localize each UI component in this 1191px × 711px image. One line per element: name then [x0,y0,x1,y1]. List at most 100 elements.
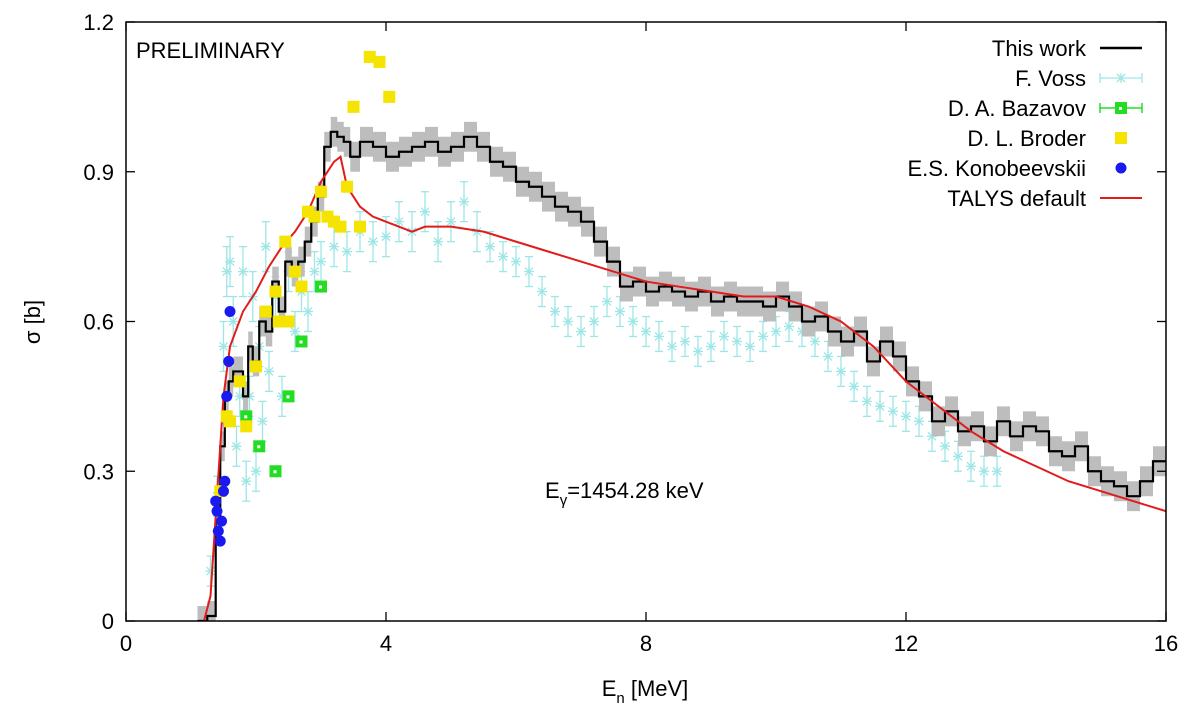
voss-marker-d2 [992,466,1002,476]
voss-marker-d2 [511,257,521,267]
voss-marker-d2 [953,451,963,461]
voss-marker-d2 [232,441,241,451]
voss-marker-d2 [241,476,251,486]
legend-entry: E.S. Konobeevskii [907,156,1127,181]
voss-point [251,450,261,492]
konobeevskii-marker [224,306,236,318]
x-tick-label: 0 [120,631,132,656]
legend: This work F. Voss D. A. Bazavov D. L. Brode… [907,36,1143,211]
voss-point [257,400,268,442]
voss-marker-d2 [875,401,885,411]
broder-marker [373,55,386,68]
voss-marker-d2 [524,267,534,277]
voss-point [537,275,547,308]
axes: 0 4 8 12 16 0 0.3 0.6 0.9 1.2 [83,10,1178,656]
voss-point [433,221,443,263]
voss-marker-d2 [732,337,742,346]
voss-point [901,400,911,432]
broder-marker [341,180,353,193]
voss-point [758,320,768,353]
legend-label: TALYS default [947,186,1086,211]
x-tick-label: 4 [380,631,392,656]
broder-marker [282,315,295,328]
voss-point [260,221,271,273]
voss-marker-d2 [537,287,547,297]
voss-marker-d2 [303,307,313,316]
voss-marker-d2 [745,341,755,351]
legend-swatch-square-center [1119,107,1122,110]
voss-point [888,395,898,427]
voss-point [368,221,378,263]
preliminary-label: PRELIMINARY [136,38,285,63]
legend-label: E.S. Konobeevskii [907,156,1086,181]
series-talys [203,155,1166,621]
voss-marker-d2 [810,337,820,346]
series-this-work [197,116,1166,621]
broder-marker [315,185,327,198]
bazavov-marker-center [273,470,277,474]
broder-marker [289,265,301,278]
legend-label: D. A. Bazavov [948,96,1086,121]
legend-entry: F. Voss [1015,66,1143,91]
voss-marker-d2 [706,341,716,351]
konobeevskii-marker [218,485,229,497]
broder-marker [240,420,253,433]
voss-point [316,240,326,283]
y-tick-label: 1.2 [83,10,114,35]
bazavov-marker-center [319,285,322,289]
voss-marker-d2 [316,257,326,267]
voss-point [420,191,430,233]
legend-swatch-voss [1099,73,1143,83]
voss-marker-d2 [446,217,456,227]
plot-area [197,50,1166,621]
x-axis-label: En [MeV] [602,676,689,707]
voss-point [485,230,495,263]
broder-marker [347,100,360,113]
talys-line [203,155,1166,621]
voss-point [381,216,391,258]
voss-marker-d2 [459,197,469,207]
voss-marker-d2 [225,257,235,267]
legend-entry: D. A. Bazavov [948,96,1143,121]
voss-marker-d2 [238,267,248,277]
broder-marker [334,220,347,233]
voss-marker-d2 [979,466,989,476]
voss-marker-d2 [641,327,651,336]
voss-point [231,425,242,467]
voss-marker-d2 [219,341,228,351]
y-tick-label: 0.3 [83,459,114,484]
legend-entry: D. L. Broder [967,126,1127,151]
voss-point [342,230,352,273]
voss-point [719,320,729,353]
broder-marker [383,90,396,103]
voss-marker-d2 [485,242,495,252]
voss-marker-d2 [966,461,976,471]
voss-point [563,305,573,338]
konobeevskii-marker [216,515,228,527]
broder-marker [259,305,272,318]
bazavov-marker-center [244,415,248,419]
legend-entry: TALYS default [947,186,1142,211]
legend-swatch-square [1115,132,1127,144]
voss-marker-d2 [823,351,833,361]
y-axis-label: σ [b] [20,300,45,344]
y-tick-label: 0 [102,609,114,634]
voss-point [680,325,690,358]
voss-point [836,355,846,388]
y-tick-label: 0.6 [83,310,114,335]
series-konobeevskii [210,306,236,547]
broder-marker [354,220,366,233]
voss-marker-d2 [394,217,404,227]
voss-point [667,330,677,363]
konobeevskii-marker [212,525,224,537]
energy-label-prefix: E [545,478,560,503]
voss-marker-d2 [771,327,781,336]
voss-marker-d2 [602,297,612,306]
annotations: PRELIMINARY Eγ=1454.28 keV [136,38,704,509]
legend-label: D. L. Broder [967,126,1086,151]
konobeevskii-marker [214,535,226,547]
voss-marker-d2 [563,317,573,326]
voss-marker-d2 [849,381,859,391]
voss-marker-d2 [433,237,443,247]
